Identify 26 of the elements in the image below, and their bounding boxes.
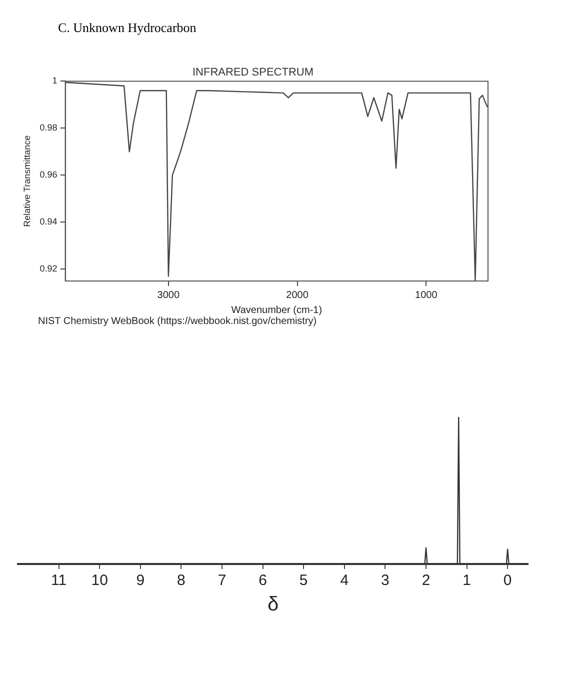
y-tick-label: 0.92: [40, 264, 58, 274]
chart-title: C. Unknown Hydrocarbon: [58, 20, 198, 36]
x-tick-label: 7: [218, 572, 226, 590]
x-tick-label: 9: [136, 572, 145, 590]
x-tick-label: 6: [258, 572, 267, 590]
x-tick-label: 5: [299, 572, 308, 590]
x-tick-label: 3000: [157, 290, 180, 301]
chart-subtitle: INFRARED SPECTRUM: [192, 66, 314, 79]
x-tick-label: 4: [340, 572, 349, 590]
x-tick-label: 2000: [286, 290, 309, 301]
y-tick-label: 1: [52, 76, 58, 86]
x-tick-label: 10: [91, 572, 108, 590]
x-tick-label: 2: [422, 572, 430, 590]
y-tick-label: 0.98: [40, 122, 58, 133]
x-tick-label: 1: [462, 572, 471, 590]
x-axis-title: Wavenumber (cm-1): [231, 304, 322, 316]
y-tick-label: 0.94: [40, 216, 58, 227]
text: NIST Chemistry WebBook (https://webbook.nist.gov/chemistry): [38, 316, 318, 327]
y-axis-title: Relative Transmittance: [22, 135, 32, 227]
x-axis-title: δ: [267, 594, 279, 616]
x-tick-label: 1000: [415, 290, 438, 301]
y-tick-label: 0.96: [40, 170, 58, 180]
x-tick-label: 11: [51, 572, 67, 590]
x-tick-label: 0: [503, 572, 512, 590]
x-tick-label: 3: [381, 572, 390, 590]
x-tick-label: 8: [177, 572, 186, 590]
